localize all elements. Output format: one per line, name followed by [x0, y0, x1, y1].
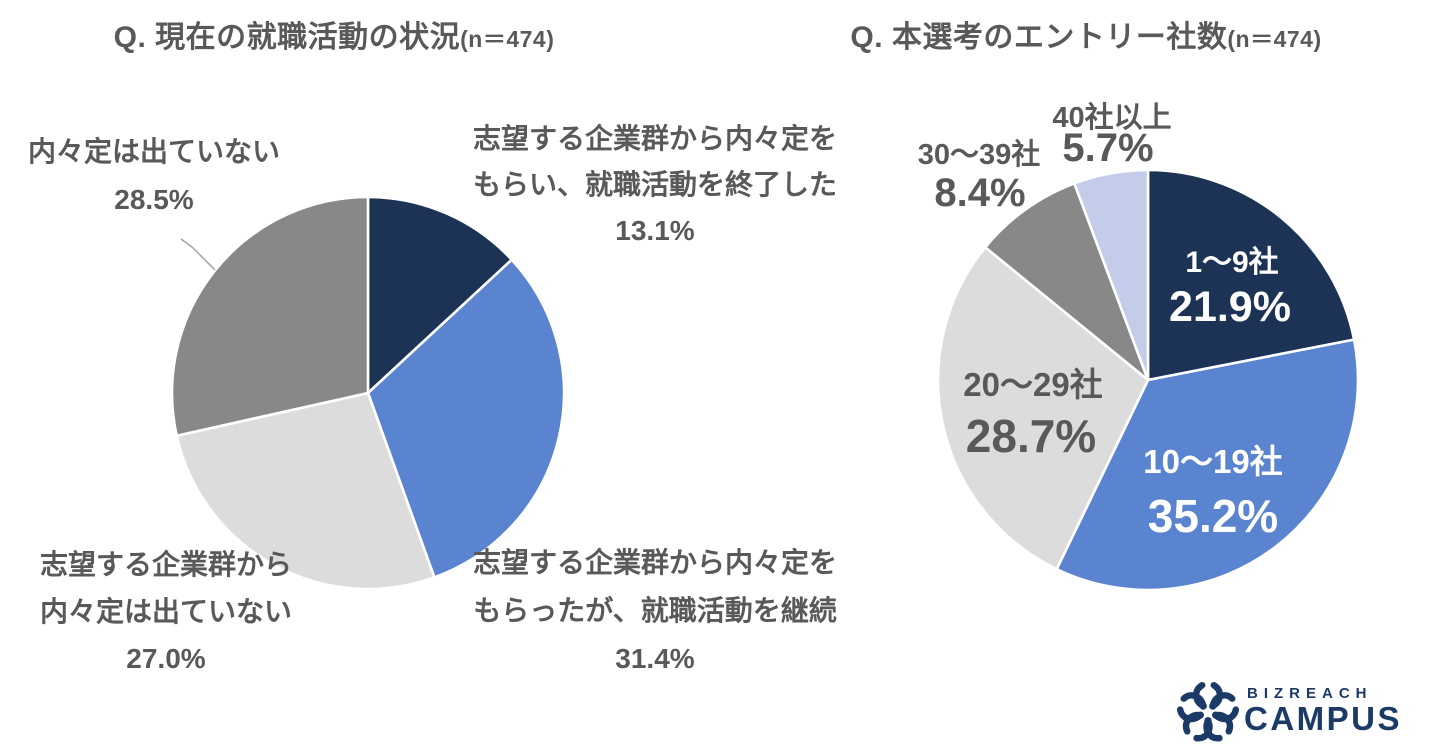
logo-brand-campus: CAMPUS [1244, 700, 1403, 737]
left-chart-sample-size: (n＝474) [460, 26, 555, 52]
pie-chart-left [170, 195, 566, 591]
right-chart-title-text: Q. 本選考のエントリー社数 [850, 21, 1228, 54]
callout-label: 内々定は出ていない [39, 596, 293, 627]
label-20-29-name: 20〜29社 [963, 366, 1103, 403]
callout-label: 内々定は出ていない [27, 136, 281, 167]
bizreach-campus-flower-icon [1176, 682, 1240, 742]
callout-offer-continuing: 志望する企業群から内々定を もらったが、就職活動を継続 31.4% [473, 539, 837, 683]
pie-slice [983, 182, 1150, 382]
label-40plus-name: 40社以上 [1052, 102, 1172, 134]
logo-brand-bizreach: BIZREACH [1247, 685, 1373, 702]
left-chart-title-text: Q. 現在の就職活動の状況 [113, 21, 461, 54]
callout-label: もらい、就職活動を終了した [472, 169, 838, 200]
callout-no-offer-from-target: 志望する企業群から 内々定は出ていない 27.0% [40, 541, 292, 682]
callout-label: 志望する企業群から内々定を [472, 547, 838, 578]
callout-percent: 27.0% [126, 643, 206, 674]
label-10-19-name: 10〜19社 [1143, 443, 1283, 480]
pie-slice [1073, 168, 1150, 382]
label-1-9-percent: 21.9% [1169, 283, 1291, 331]
callout-offer-finished: 志望する企業群から内々定を もらい、就職活動を終了した 13.1% [473, 116, 837, 254]
label-40plus-percent: 5.7% [1062, 126, 1154, 170]
callout-percent: 13.1% [615, 215, 695, 246]
right-chart-title: Q. 本選考のエントリー社数(n＝474) [850, 12, 1321, 56]
right-chart-sample-size: (n＝474) [1227, 26, 1322, 52]
pie-slice [175, 391, 436, 591]
callout-percent: 31.4% [615, 643, 695, 674]
flower-petals [1176, 682, 1240, 742]
pie-slice [936, 246, 1150, 571]
callout-no-offer: 内々定は出ていない 28.5% [28, 128, 280, 224]
label-30-39-name: 30〜39社 [917, 139, 1041, 171]
label-10-19-percent: 35.2% [1147, 490, 1279, 542]
pie-slice [1055, 338, 1360, 592]
leader-line [180, 238, 216, 271]
pie-slice [366, 258, 566, 579]
pie-slice [170, 195, 370, 438]
pie-slice [1146, 168, 1356, 382]
left-chart-title: Q. 現在の就職活動の状況(n＝474) [114, 12, 555, 56]
callout-percent: 28.5% [114, 184, 194, 215]
callout-label: 志望する企業群から内々定を [472, 123, 838, 154]
label-20-29-percent: 28.7% [965, 410, 1097, 462]
pie-chart-right [936, 168, 1360, 592]
callout-label: もらったが、就職活動を継続 [473, 595, 837, 626]
label-30-39-percent: 8.4% [934, 171, 1026, 215]
label-1-9-name: 1〜9社 [1185, 246, 1279, 279]
callout-label: 志望する企業群から [39, 549, 293, 580]
pie-slice [366, 195, 514, 395]
